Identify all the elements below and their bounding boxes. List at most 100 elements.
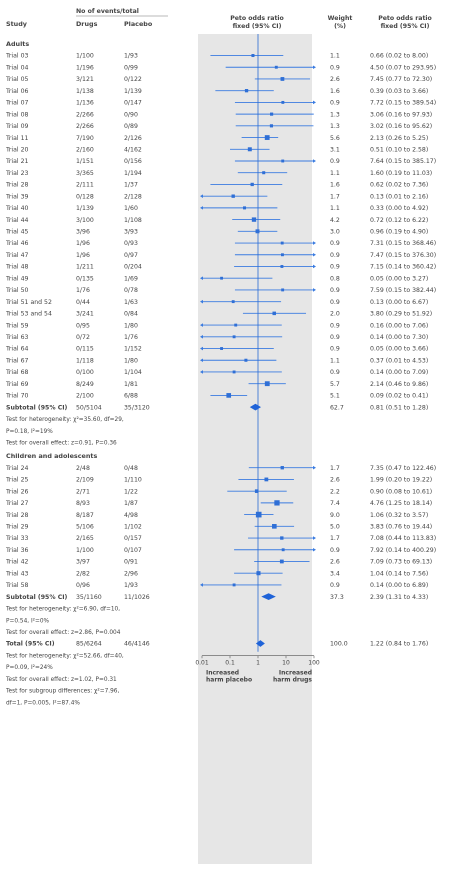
weight-value: 2.6	[330, 559, 340, 566]
weight-value: 7.4	[330, 500, 340, 507]
adults-heading: Adults	[6, 40, 29, 48]
study-label: Trial 05	[5, 76, 29, 83]
study-label: Trial 63	[5, 334, 29, 341]
placebo-events: 0/107	[124, 547, 142, 554]
drugs-events: 1/118	[76, 357, 94, 364]
children-subtotal-weight: 37.3	[330, 594, 344, 601]
weight-header-line2: (%)	[334, 23, 346, 30]
weight-value: 4.2	[330, 217, 340, 224]
point-estimate-box	[244, 358, 248, 362]
weight-value: 1.1	[330, 357, 340, 364]
adults-subtotal-ci: 0.81 (0.51 to 1.28)	[370, 404, 428, 411]
drugs-events: 1/196	[76, 64, 94, 71]
placebo-events: 0/99	[124, 64, 138, 71]
point-estimate-box	[231, 300, 235, 304]
point-estimate-box	[232, 370, 236, 374]
placebo-events: 1/81	[124, 381, 138, 388]
or-ci-text: 7.08 (0.44 to 113.83)	[370, 535, 436, 542]
ci-arrow-right	[313, 159, 316, 163]
drugs-events: 8/187	[76, 512, 94, 519]
total-test-line-0: Test for heterogeneity: χ²=52.66, df=40,	[5, 652, 124, 659]
point-estimate-box	[256, 571, 261, 576]
weight-value: 5.7	[330, 381, 340, 388]
point-estimate-box	[281, 548, 285, 552]
placebo-events: 0/90	[124, 111, 138, 118]
study-label: Trial 21	[5, 158, 29, 165]
weight-value: 0.9	[330, 369, 340, 376]
weight-value: 1.6	[330, 182, 340, 189]
weight-value: 5.6	[330, 135, 340, 142]
study-label: Trial 33	[5, 535, 29, 542]
weight-value: 2.0	[330, 311, 340, 318]
study-label: Trial 06	[5, 88, 29, 95]
placebo-events: 0/122	[124, 76, 142, 83]
or-ci-text: 3.06 (0.16 to 97.93)	[370, 111, 432, 118]
study-label: Trial 28	[5, 512, 29, 519]
weight-value: 0.9	[330, 299, 340, 306]
drugs-events: 1/136	[76, 100, 94, 107]
ci-arrow-right	[313, 465, 316, 470]
placebo-events: 1/63	[124, 299, 138, 306]
or-ci-text: 3.02 (0.16 to 95.62)	[370, 123, 432, 130]
or-ci-text: 0.13 (0.00 to 6.67)	[370, 299, 428, 306]
ci-arrow-left	[200, 583, 203, 587]
point-estimate-box	[280, 241, 284, 245]
study-label: Trial 68	[5, 369, 29, 376]
drugs-events: 2/266	[76, 123, 94, 130]
point-estimate-box	[281, 100, 285, 104]
point-estimate-box	[272, 524, 277, 529]
weight-value: 0.9	[330, 100, 340, 107]
drugs-events: 3/365	[76, 170, 94, 177]
placebo-events: 1/80	[124, 322, 138, 329]
point-estimate-box	[255, 511, 262, 518]
drugs-events: 2/109	[76, 477, 94, 484]
ci-arrow-left	[200, 323, 203, 327]
or-ci-text: 0.66 (0.02 to 8.00)	[370, 53, 428, 60]
or-ci-text: 1.04 (0.14 to 7.56)	[370, 570, 428, 577]
study-label: Trial 29	[5, 524, 29, 531]
placebo-events: 2/96	[124, 570, 138, 577]
study-label: Trial 03	[5, 53, 29, 60]
placebo-header: Placebo	[124, 20, 153, 28]
adults-test-line-1: P=0.18, I²=19%	[6, 428, 53, 435]
point-estimate-box	[264, 135, 270, 140]
or-ci-text: 1.06 (0.32 to 3.57)	[370, 512, 428, 519]
or-ci-text: 7.35 (0.47 to 122.46)	[370, 465, 436, 472]
study-label: Trial 64	[5, 346, 29, 353]
weight-value: 5.0	[330, 524, 340, 531]
placebo-events: 0/157	[124, 535, 142, 542]
or-ci-text: 0.16 (0.00 to 7.06)	[370, 322, 428, 329]
study-label: Trial 07	[5, 100, 29, 107]
study-label: Trial 47	[5, 252, 29, 259]
study-label: Trial 43	[5, 570, 29, 577]
or-ci-text: 7.64 (0.15 to 385.17)	[370, 158, 436, 165]
point-estimate-box	[280, 265, 284, 268]
weight-value: 0.9	[330, 264, 340, 271]
point-estimate-box	[279, 559, 284, 564]
study-label: Trial 50	[5, 287, 29, 294]
placebo-events: 0/156	[124, 158, 142, 165]
children-subtotal-drugs: 35/1160	[76, 594, 102, 601]
drugs-events: 8/93	[76, 500, 90, 507]
study-label: Trial 24	[5, 465, 29, 472]
or-ci-text: 0.37 (0.01 to 4.53)	[370, 357, 428, 364]
point-estimate-box	[274, 500, 280, 506]
weight-value: 5.1	[330, 393, 340, 400]
study-label: Trial 23	[5, 170, 29, 177]
drugs-events: 1/100	[76, 547, 94, 554]
x-tick-label: 10	[282, 660, 290, 667]
study-label: Trial 28	[5, 182, 29, 189]
study-label: Trial 04	[5, 64, 29, 71]
study-label: Trial 49	[5, 275, 29, 282]
or-column-header-line2: fixed (95% CI)	[381, 23, 430, 30]
weight-value: 1.7	[330, 193, 340, 200]
study-label: Trial 70	[5, 393, 29, 400]
weight-value: 1.3	[330, 111, 340, 118]
drugs-events: 1/211	[76, 264, 94, 271]
or-ci-text: 7.31 (0.15 to 368.46)	[370, 240, 436, 247]
weight-value: 0.9	[330, 334, 340, 341]
point-estimate-box	[274, 65, 278, 69]
or-ci-text: 7.47 (0.15 to 376.30)	[370, 252, 436, 259]
study-label: Trial 53 and 54	[5, 311, 52, 318]
